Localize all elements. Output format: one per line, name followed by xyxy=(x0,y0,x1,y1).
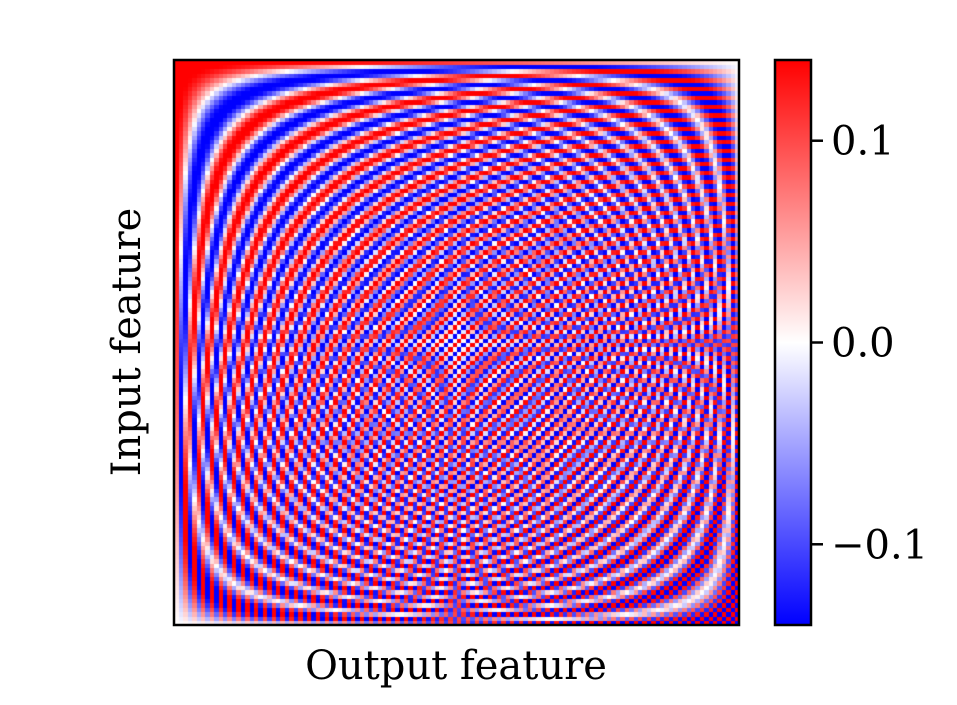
colorbar: 0.1 0.0 −0.1 xyxy=(773,58,928,627)
heatmap-frame xyxy=(172,58,741,627)
heatmap-canvas xyxy=(174,60,739,625)
colorbar-tick-label: −0.1 xyxy=(831,522,928,568)
colorbar-tick-label: 0.0 xyxy=(831,321,895,367)
heatmap xyxy=(172,58,741,627)
colorbar-ticks: 0.1 0.0 −0.1 xyxy=(811,119,928,568)
colorbar-tick-label: 0.1 xyxy=(831,119,895,165)
x-axis-label: Output feature xyxy=(305,643,607,689)
y-axis-label: Input feature xyxy=(104,208,150,477)
colorbar-gradient xyxy=(773,58,813,627)
